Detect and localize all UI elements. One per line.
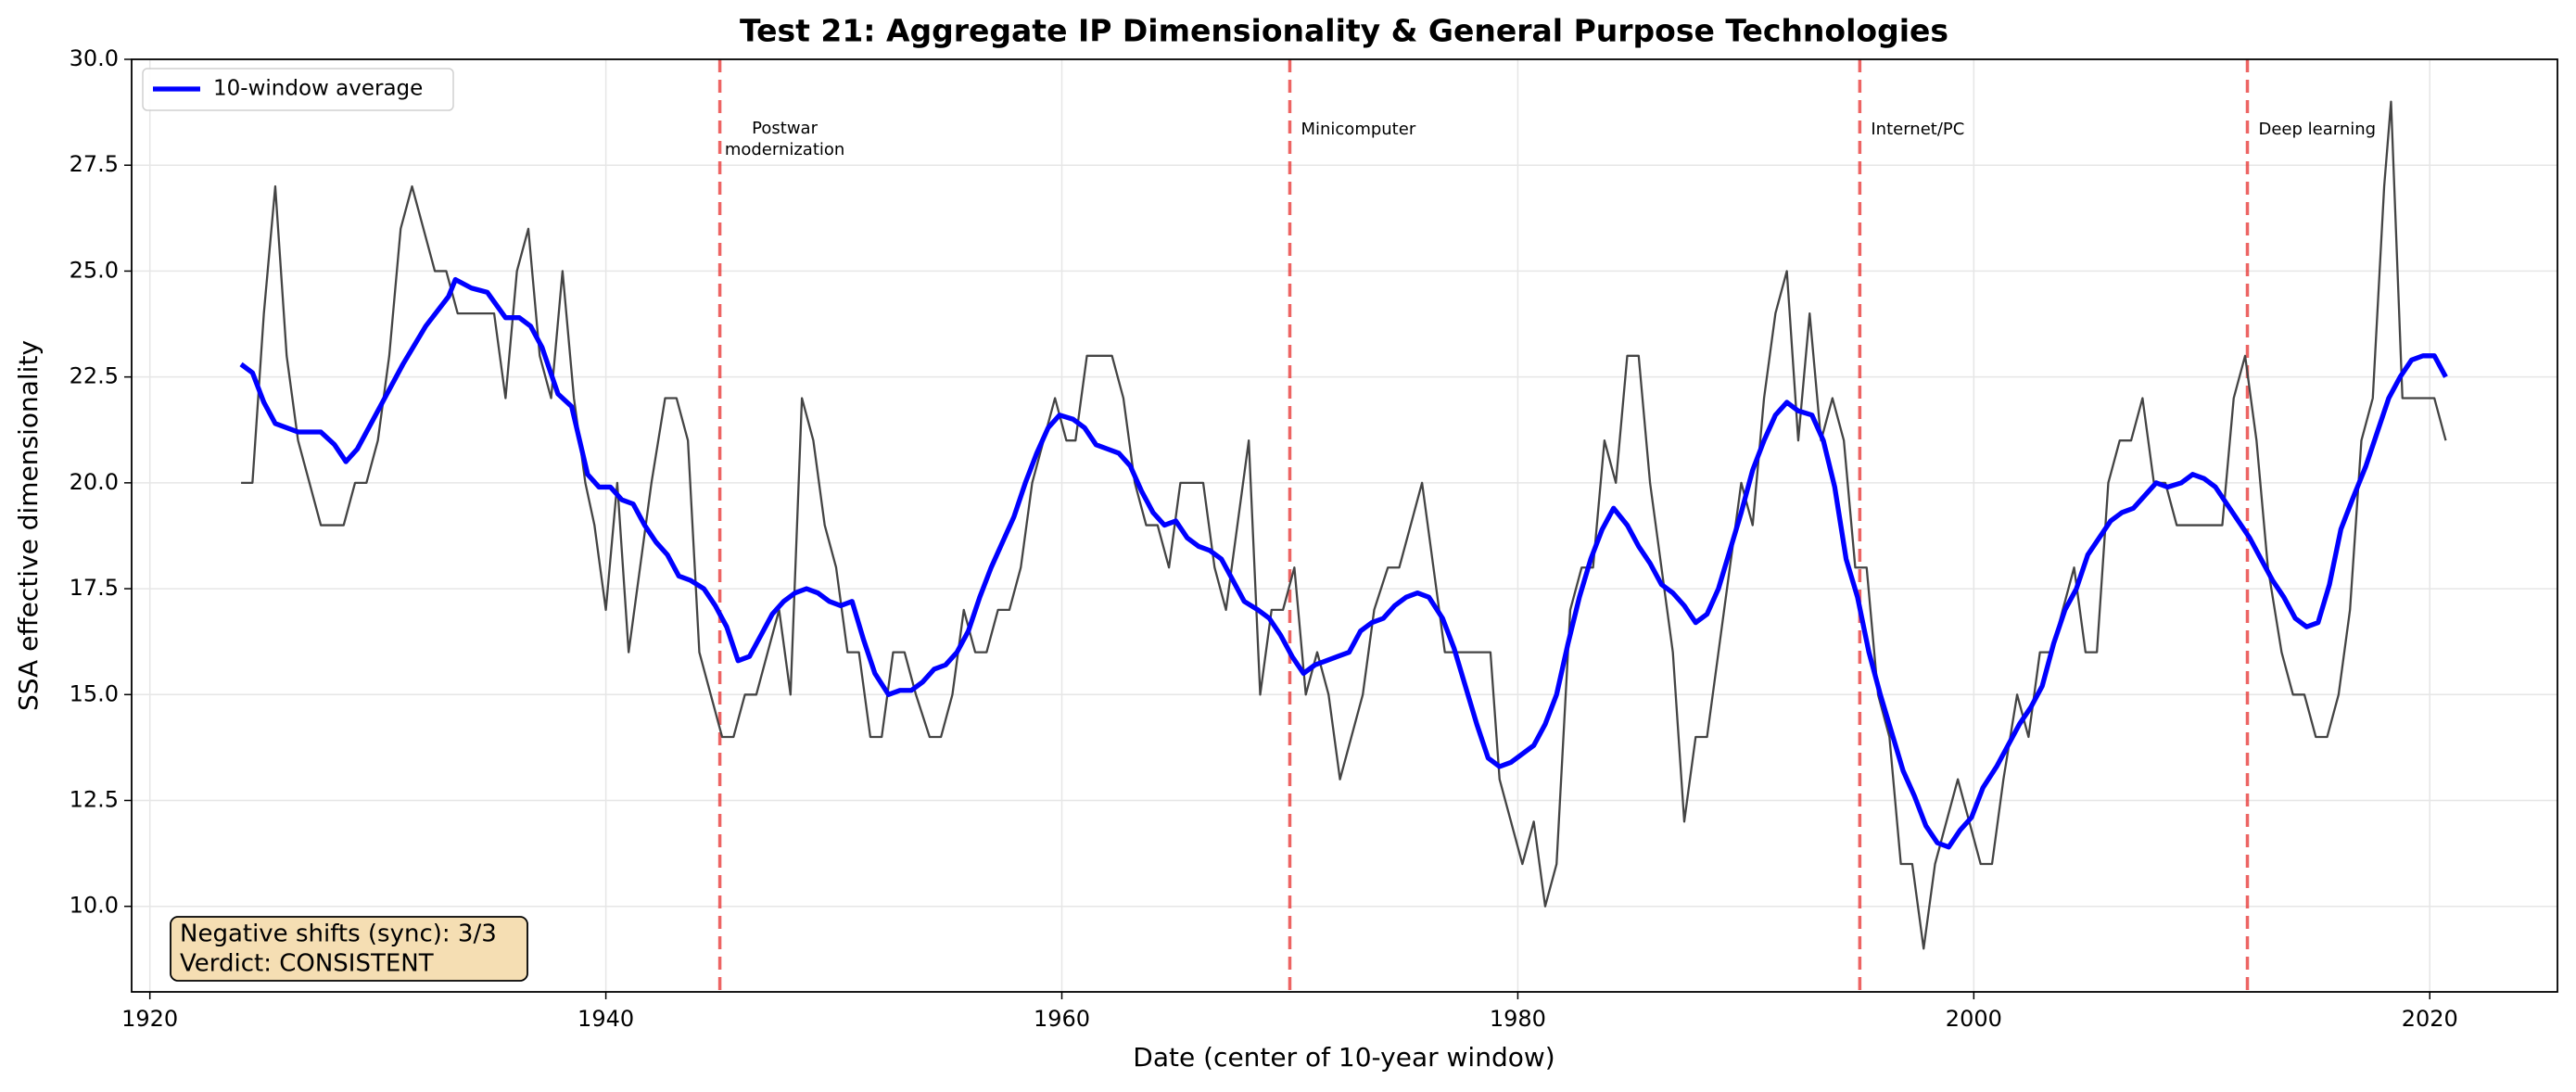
event-label: modernization [725, 140, 845, 159]
y-tick-label: 30.0 [70, 45, 119, 71]
x-tick-label: 1980 [1490, 1006, 1546, 1032]
event-label: Internet/PC [1871, 120, 1964, 139]
x-tick-label: 1960 [1034, 1006, 1090, 1032]
event-label: Postwar [752, 119, 818, 138]
info-text: Verdict: CONSISTENT [180, 950, 434, 978]
y-tick-label: 17.5 [70, 575, 119, 601]
legend: 10-window average [142, 68, 454, 111]
info-box-frame [170, 916, 528, 982]
x-tick-label: 1920 [121, 1006, 178, 1032]
y-tick-label: 10.0 [70, 893, 119, 919]
legend-box [142, 68, 454, 111]
y-tick-label: 12.5 [70, 787, 119, 813]
y-tick-label: 20.0 [70, 469, 119, 495]
info-text: Negative shifts (sync): 3/3 [180, 921, 497, 948]
series-line [239, 276, 2448, 850]
y-tick-label: 15.0 [70, 680, 119, 706]
event-label: Deep learning [2258, 120, 2376, 139]
y-tick-label: 25.0 [70, 257, 119, 283]
event-label: Minicomputer [1301, 120, 1415, 139]
x-tick-label: 2000 [1946, 1006, 2002, 1032]
x-tick-label: 2020 [2402, 1006, 2458, 1032]
y-tick-label: 27.5 [70, 151, 119, 177]
y-tick-label: 22.5 [70, 363, 119, 389]
plot-frame [131, 58, 2558, 993]
y-axis-label: SSA effective dimensionality [13, 340, 44, 711]
x-axis-label: Date (center of 10-year window) [1133, 1042, 1554, 1073]
x-tick-label: 1940 [577, 1006, 634, 1032]
chart-title: Test 21: Aggregate IP Dimensionality & G… [740, 13, 1948, 49]
legend-label: 10-window average [213, 77, 423, 101]
